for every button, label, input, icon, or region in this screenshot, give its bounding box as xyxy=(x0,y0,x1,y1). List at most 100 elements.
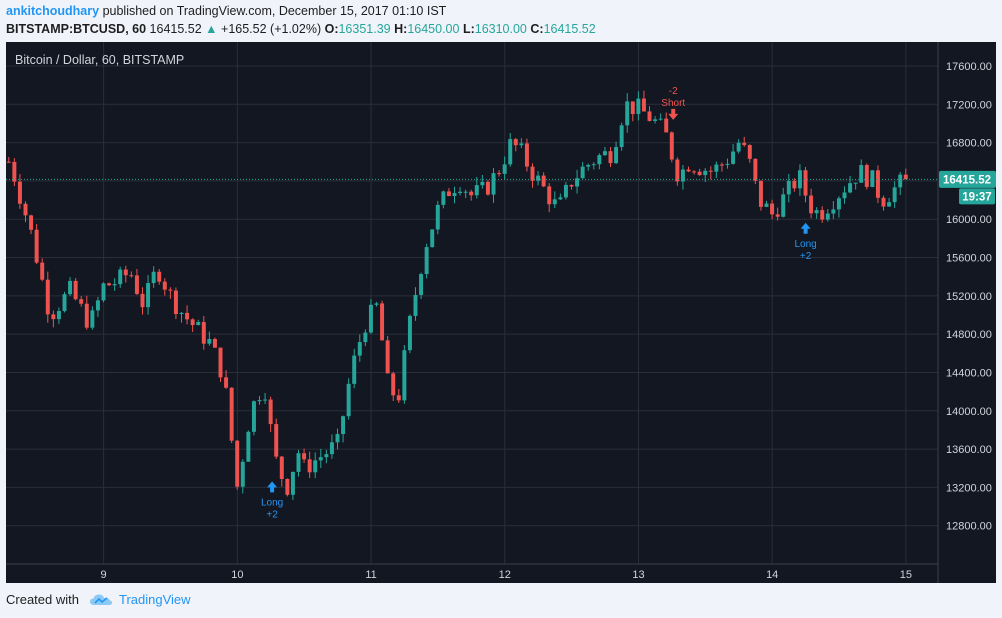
candle xyxy=(251,400,256,436)
candle-body xyxy=(179,312,184,315)
candle xyxy=(218,347,223,383)
candle xyxy=(530,163,535,188)
candle-body xyxy=(625,101,630,126)
candle-body xyxy=(285,478,290,495)
candle xyxy=(6,156,11,163)
candles-layer xyxy=(6,90,908,500)
candle-body xyxy=(302,453,307,460)
candle xyxy=(34,223,39,264)
tradingview-logo-icon[interactable] xyxy=(89,593,113,607)
candle-body xyxy=(547,186,552,205)
open-value: 16351.39 xyxy=(338,22,391,36)
candle-body xyxy=(190,319,195,326)
candle-body xyxy=(45,279,50,315)
candle-body xyxy=(51,314,56,320)
candle-body xyxy=(419,273,424,295)
candle xyxy=(563,181,568,200)
candle xyxy=(419,272,424,300)
candle xyxy=(335,428,340,450)
candle xyxy=(302,448,307,463)
candle-body xyxy=(636,98,641,115)
price-tick-label: 14400.00 xyxy=(946,367,992,379)
price-axis[interactable]: 12800.00 13200.00 13600.00 14000.00 14400.00… xyxy=(946,61,992,533)
candle-body xyxy=(714,164,719,172)
candle xyxy=(485,180,490,196)
candle-body xyxy=(820,210,825,220)
published-text: published on TradingView.com, December 1… xyxy=(102,4,447,18)
tradingview-link[interactable]: TradingView xyxy=(118,592,191,607)
candle-body xyxy=(168,289,173,291)
candle-body xyxy=(508,139,513,165)
candle xyxy=(229,387,234,444)
candle xyxy=(151,266,156,288)
candle-body xyxy=(251,401,256,432)
candle-body xyxy=(870,170,875,187)
candle-body xyxy=(424,247,429,274)
candle xyxy=(51,310,56,328)
candle-body xyxy=(786,180,791,195)
candle xyxy=(664,112,669,133)
candle xyxy=(162,278,167,296)
candle-body xyxy=(352,355,357,384)
candle-body xyxy=(719,164,724,166)
short-label: Short xyxy=(661,98,685,109)
candle-body xyxy=(485,181,490,195)
candle-body xyxy=(831,209,836,214)
candle xyxy=(290,471,295,500)
candle-body xyxy=(463,191,468,193)
candle-body xyxy=(887,202,892,207)
candle-body xyxy=(23,203,28,216)
candle xyxy=(569,184,574,190)
candle xyxy=(324,449,329,464)
low-label: L: xyxy=(462,22,475,36)
candle-body xyxy=(446,191,451,196)
candle-body xyxy=(218,347,223,378)
candle-body xyxy=(196,322,201,326)
candle xyxy=(357,334,362,362)
chart-area[interactable]: Long +2 -2 Short Long +2 12800.00 13200.00 1360… xyxy=(6,42,996,583)
candle-body xyxy=(12,161,17,182)
candle-body xyxy=(502,164,507,174)
candle xyxy=(385,335,390,374)
candle xyxy=(307,451,312,479)
candle xyxy=(84,295,89,330)
candle-body xyxy=(770,203,775,215)
price-tick-label: 16000.00 xyxy=(946,214,992,226)
candle-body xyxy=(162,281,167,290)
candle-body xyxy=(79,299,84,304)
candle-body xyxy=(675,159,680,182)
candle-body xyxy=(686,169,691,172)
candle-body xyxy=(452,193,457,196)
candle xyxy=(881,195,886,211)
candle xyxy=(380,300,385,341)
candle-body xyxy=(892,187,897,203)
candle xyxy=(458,187,463,196)
candle xyxy=(257,395,262,405)
candle xyxy=(368,299,373,334)
candle-body xyxy=(290,471,295,495)
price-tick-label: 15600.00 xyxy=(946,253,992,265)
created-with-label: Created with xyxy=(6,592,79,607)
candle xyxy=(547,183,552,213)
candle xyxy=(346,378,351,420)
candle xyxy=(853,182,858,190)
candle xyxy=(274,418,279,459)
candle-body xyxy=(814,210,819,214)
candle-body xyxy=(441,191,446,205)
candle xyxy=(112,278,117,291)
candle-body xyxy=(658,118,663,120)
candle xyxy=(770,199,775,220)
candle-body xyxy=(357,342,362,356)
candle-body xyxy=(842,192,847,199)
candle xyxy=(591,162,596,170)
author-link[interactable]: ankitchoudhary xyxy=(6,4,100,18)
candle-body xyxy=(742,142,747,146)
candle-body xyxy=(341,416,346,435)
candle-body xyxy=(268,399,273,425)
time-axis[interactable]: 9 10 11 12 13 14 15 xyxy=(101,569,912,581)
candle xyxy=(246,430,251,462)
candle-body xyxy=(335,434,340,443)
candle-body xyxy=(296,453,301,472)
